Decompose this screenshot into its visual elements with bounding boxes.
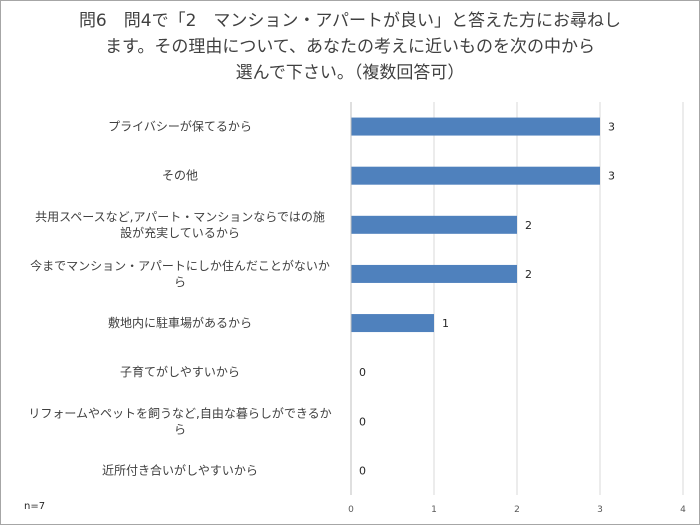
category-label-line: 今までマンション・アパートにしか住んだことがないか <box>30 258 330 273</box>
data-label: 0 <box>359 366 366 379</box>
category-label: 敷地内に駐車場があるから <box>108 315 252 330</box>
category-label-line: 子育てがしやすいから <box>120 364 240 379</box>
sample-size-note: n=7 <box>24 501 46 512</box>
category-label: その他 <box>162 169 198 183</box>
x-tick-label: 3 <box>597 505 603 515</box>
data-label: 3 <box>608 170 615 183</box>
category-label: リフォームやペットを飼うなど,自由な暮らしができるから <box>28 405 331 436</box>
data-label: 0 <box>359 464 366 477</box>
x-tick-label: 0 <box>348 505 354 515</box>
category-label-line: ら <box>174 422 186 436</box>
category-label-line: リフォームやペットを飼うなど,自由な暮らしができるか <box>28 405 331 420</box>
data-label: 2 <box>525 268 532 281</box>
chart-title-line-2: ます。その理由について、あなたの考えに近いものを次の中から <box>105 37 595 57</box>
bar <box>351 264 517 283</box>
category-label-line: ら <box>174 275 186 289</box>
chart-title-line-1: 問6 問4で「2 マンション・アパートが良い」と答えた方にお尋ねし <box>78 11 622 31</box>
category-label-line: 近所付き合いがしやすいから <box>102 462 258 477</box>
category-label: 今までマンション・アパートにしか住んだことがないから <box>30 258 330 289</box>
x-tick-label: 2 <box>514 505 520 515</box>
category-label: 近所付き合いがしやすいから <box>102 462 258 477</box>
category-label-line: プライバシーが保てるから <box>108 119 252 134</box>
category-label: 子育てがしやすいから <box>120 364 240 379</box>
data-label: 1 <box>442 317 449 330</box>
bar <box>351 166 600 185</box>
bar <box>351 215 517 234</box>
category-label-line: 敷地内に駐車場があるから <box>108 315 252 330</box>
data-label: 2 <box>525 219 532 232</box>
data-label: 0 <box>359 415 366 428</box>
bar <box>351 314 434 333</box>
x-tick-label: 1 <box>431 505 437 515</box>
x-tick-label: 4 <box>680 505 686 515</box>
chart-title: 問6 問4で「2 マンション・アパートが良い」と答えた方にお尋ねし ます。その理… <box>60 8 640 86</box>
bar <box>351 117 600 136</box>
category-label-line: その他 <box>162 169 198 183</box>
category-label: プライバシーが保てるから <box>108 119 252 134</box>
category-label-line: 共用スペースなど,アパート・マンションならではの施 <box>35 210 325 224</box>
chart-title-line-3: 選んで下さい。（複数回答可） <box>235 63 465 83</box>
category-label: 共用スペースなど,アパート・マンションならではの施設が充実しているから <box>35 210 325 240</box>
data-label: 3 <box>608 121 615 134</box>
category-label-line: 設が充実しているから <box>120 225 240 240</box>
